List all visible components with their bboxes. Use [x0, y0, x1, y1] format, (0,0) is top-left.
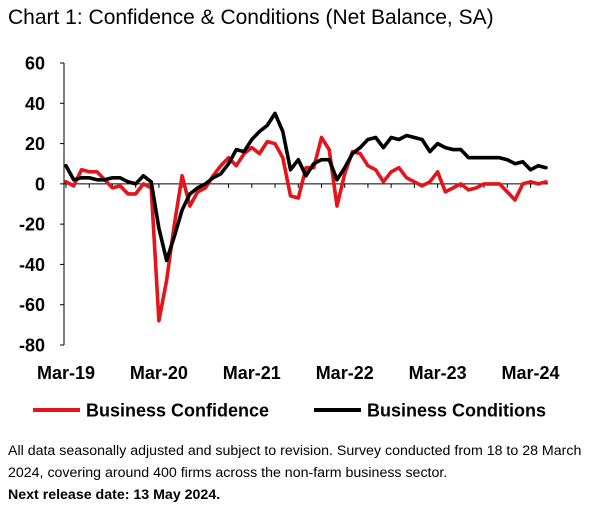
x-tick-label: Mar-23: [409, 363, 467, 383]
series-line-business-conditions: [64, 111, 548, 263]
x-axis-labels: Mar-19 Mar-20 Mar-21 Mar-22 Mar-23 Mar-24: [37, 363, 560, 383]
y-tick-label: 20: [25, 134, 45, 154]
chart-area: Mar-19 Mar-20 Mar-21 Mar-22 Mar-23 Mar-24 60 4…: [19, 54, 560, 421]
y-tick-label: -60: [19, 295, 45, 315]
y-axis-labels: 60 40 20 0 -20 -40 -60 -80: [19, 54, 45, 356]
legend: Business Confidence Business Conditions: [33, 401, 546, 421]
legend-label-confidence: Business Confidence: [86, 401, 269, 421]
series-line-business-confidence: [64, 135, 548, 323]
footnote-text: All data seasonally adjusted and subject…: [8, 443, 582, 481]
x-tick-label: Mar-21: [223, 363, 281, 383]
y-tick-label: -40: [19, 255, 45, 275]
x-tick-label: Mar-22: [316, 363, 374, 383]
y-tick-label: -80: [19, 336, 45, 356]
x-tick-label: Mar-24: [502, 363, 560, 383]
footnote: All data seasonally adjusted and subject…: [8, 440, 598, 506]
y-tick-label: 60: [25, 54, 45, 74]
legend-label-conditions: Business Conditions: [367, 401, 546, 421]
chart-title: Chart 1: Confidence & Conditions (Net Ba…: [8, 6, 494, 29]
x-tick-label: Mar-19: [37, 363, 95, 383]
x-tick-label: Mar-20: [130, 363, 188, 383]
series-layer: [64, 111, 548, 323]
y-tick-label: 40: [25, 94, 45, 114]
y-tick-label: 0: [35, 174, 45, 194]
y-tick-label: -20: [19, 215, 45, 235]
release-date: Next release date: 13 May 2024.: [8, 487, 221, 503]
y-axis-ticks: [60, 62, 64, 346]
